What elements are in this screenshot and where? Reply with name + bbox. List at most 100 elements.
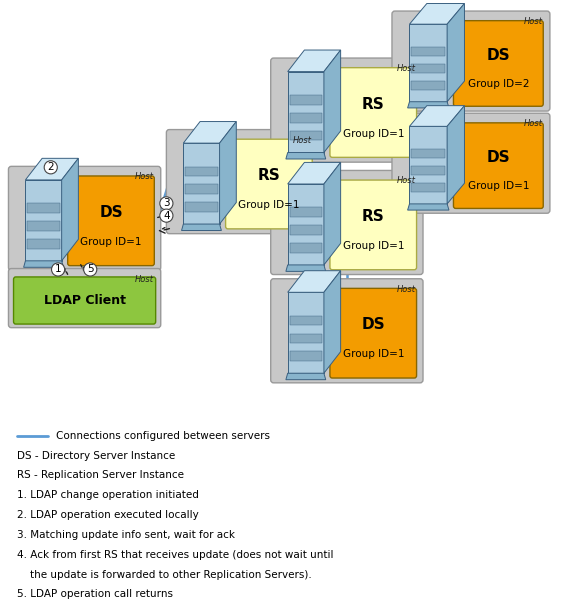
Text: Host: Host <box>396 64 416 73</box>
Polygon shape <box>289 95 322 105</box>
Text: RS - Replication Server Instance: RS - Replication Server Instance <box>17 471 184 480</box>
Polygon shape <box>324 162 341 265</box>
Text: DS - Directory Server Instance: DS - Directory Server Instance <box>17 451 175 460</box>
Text: the update is forwarded to other Replication Servers).: the update is forwarded to other Replica… <box>17 570 312 579</box>
Polygon shape <box>409 24 447 102</box>
Text: Group ID=1: Group ID=1 <box>342 129 404 139</box>
Polygon shape <box>219 121 236 224</box>
Text: 5. LDAP operation call returns: 5. LDAP operation call returns <box>17 590 173 599</box>
Polygon shape <box>61 158 78 261</box>
Polygon shape <box>288 292 324 373</box>
FancyBboxPatch shape <box>271 171 423 275</box>
Polygon shape <box>25 158 78 180</box>
Polygon shape <box>288 162 341 184</box>
Text: DS: DS <box>99 205 123 220</box>
Polygon shape <box>408 204 449 210</box>
Text: Host: Host <box>523 119 543 128</box>
FancyBboxPatch shape <box>166 130 319 234</box>
Text: DS: DS <box>487 150 510 165</box>
FancyBboxPatch shape <box>330 288 417 378</box>
Polygon shape <box>185 185 218 194</box>
FancyBboxPatch shape <box>226 139 312 229</box>
FancyBboxPatch shape <box>330 68 417 157</box>
Text: Host: Host <box>134 172 153 182</box>
Polygon shape <box>185 202 218 212</box>
Polygon shape <box>289 225 322 235</box>
FancyBboxPatch shape <box>453 123 543 209</box>
Polygon shape <box>409 126 447 204</box>
Text: Host: Host <box>292 136 311 145</box>
Text: 4. Ack from first RS that receives update (does not wait until: 4. Ack from first RS that receives updat… <box>17 550 333 560</box>
FancyBboxPatch shape <box>453 20 543 106</box>
Polygon shape <box>183 121 236 143</box>
Polygon shape <box>286 153 326 159</box>
FancyBboxPatch shape <box>271 58 423 162</box>
Text: 3. Matching update info sent, wait for ack: 3. Matching update info sent, wait for a… <box>17 530 235 540</box>
Text: RS: RS <box>362 209 385 224</box>
Text: Group ID=1: Group ID=1 <box>342 241 404 251</box>
Polygon shape <box>411 81 445 90</box>
Text: Host: Host <box>396 177 416 186</box>
Polygon shape <box>289 334 322 343</box>
Text: LDAP Client: LDAP Client <box>43 294 126 307</box>
Text: Host: Host <box>523 17 543 26</box>
Polygon shape <box>286 373 326 380</box>
Text: 2. LDAP operation executed locally: 2. LDAP operation executed locally <box>17 510 199 520</box>
Polygon shape <box>409 4 465 24</box>
Polygon shape <box>289 113 322 123</box>
Polygon shape <box>27 203 60 213</box>
FancyBboxPatch shape <box>392 11 550 111</box>
Polygon shape <box>185 166 218 176</box>
Polygon shape <box>24 261 64 267</box>
Polygon shape <box>288 184 324 265</box>
Text: DS: DS <box>362 317 385 332</box>
Text: 5: 5 <box>87 264 94 275</box>
Polygon shape <box>27 221 60 231</box>
Polygon shape <box>289 243 322 253</box>
Text: 2: 2 <box>47 162 54 172</box>
Polygon shape <box>183 143 219 224</box>
Text: RS: RS <box>258 168 280 183</box>
Polygon shape <box>411 47 445 56</box>
Polygon shape <box>324 50 341 153</box>
Polygon shape <box>27 239 60 249</box>
Polygon shape <box>324 270 341 373</box>
Text: 1: 1 <box>55 264 61 275</box>
Text: Group ID=1: Group ID=1 <box>342 349 404 359</box>
Polygon shape <box>288 72 324 153</box>
Text: 4: 4 <box>163 210 170 221</box>
Polygon shape <box>289 207 322 217</box>
Polygon shape <box>182 224 222 231</box>
FancyBboxPatch shape <box>8 269 161 328</box>
Text: Host: Host <box>134 275 153 284</box>
Text: Group ID=1: Group ID=1 <box>468 181 529 191</box>
Polygon shape <box>288 50 341 72</box>
Polygon shape <box>25 180 61 261</box>
FancyBboxPatch shape <box>14 277 156 324</box>
Text: Connections configured between servers: Connections configured between servers <box>56 431 270 441</box>
Polygon shape <box>286 265 326 272</box>
FancyBboxPatch shape <box>271 279 423 383</box>
FancyBboxPatch shape <box>392 113 550 213</box>
Polygon shape <box>408 102 449 108</box>
Polygon shape <box>411 166 445 175</box>
Polygon shape <box>289 352 322 361</box>
Text: RS: RS <box>362 97 385 112</box>
Text: Host: Host <box>396 285 416 294</box>
Text: 3: 3 <box>163 198 170 209</box>
Polygon shape <box>288 270 341 292</box>
Polygon shape <box>411 64 445 73</box>
Polygon shape <box>411 149 445 158</box>
FancyBboxPatch shape <box>8 166 161 270</box>
Polygon shape <box>447 106 465 204</box>
Polygon shape <box>289 316 322 326</box>
Polygon shape <box>289 130 322 141</box>
Polygon shape <box>447 4 465 102</box>
FancyBboxPatch shape <box>330 180 417 270</box>
Text: 1. LDAP change operation initiated: 1. LDAP change operation initiated <box>17 490 199 500</box>
Text: DS: DS <box>487 48 510 63</box>
Text: Group ID=2: Group ID=2 <box>468 79 529 89</box>
FancyBboxPatch shape <box>68 176 155 266</box>
Polygon shape <box>411 183 445 192</box>
Polygon shape <box>409 106 465 126</box>
